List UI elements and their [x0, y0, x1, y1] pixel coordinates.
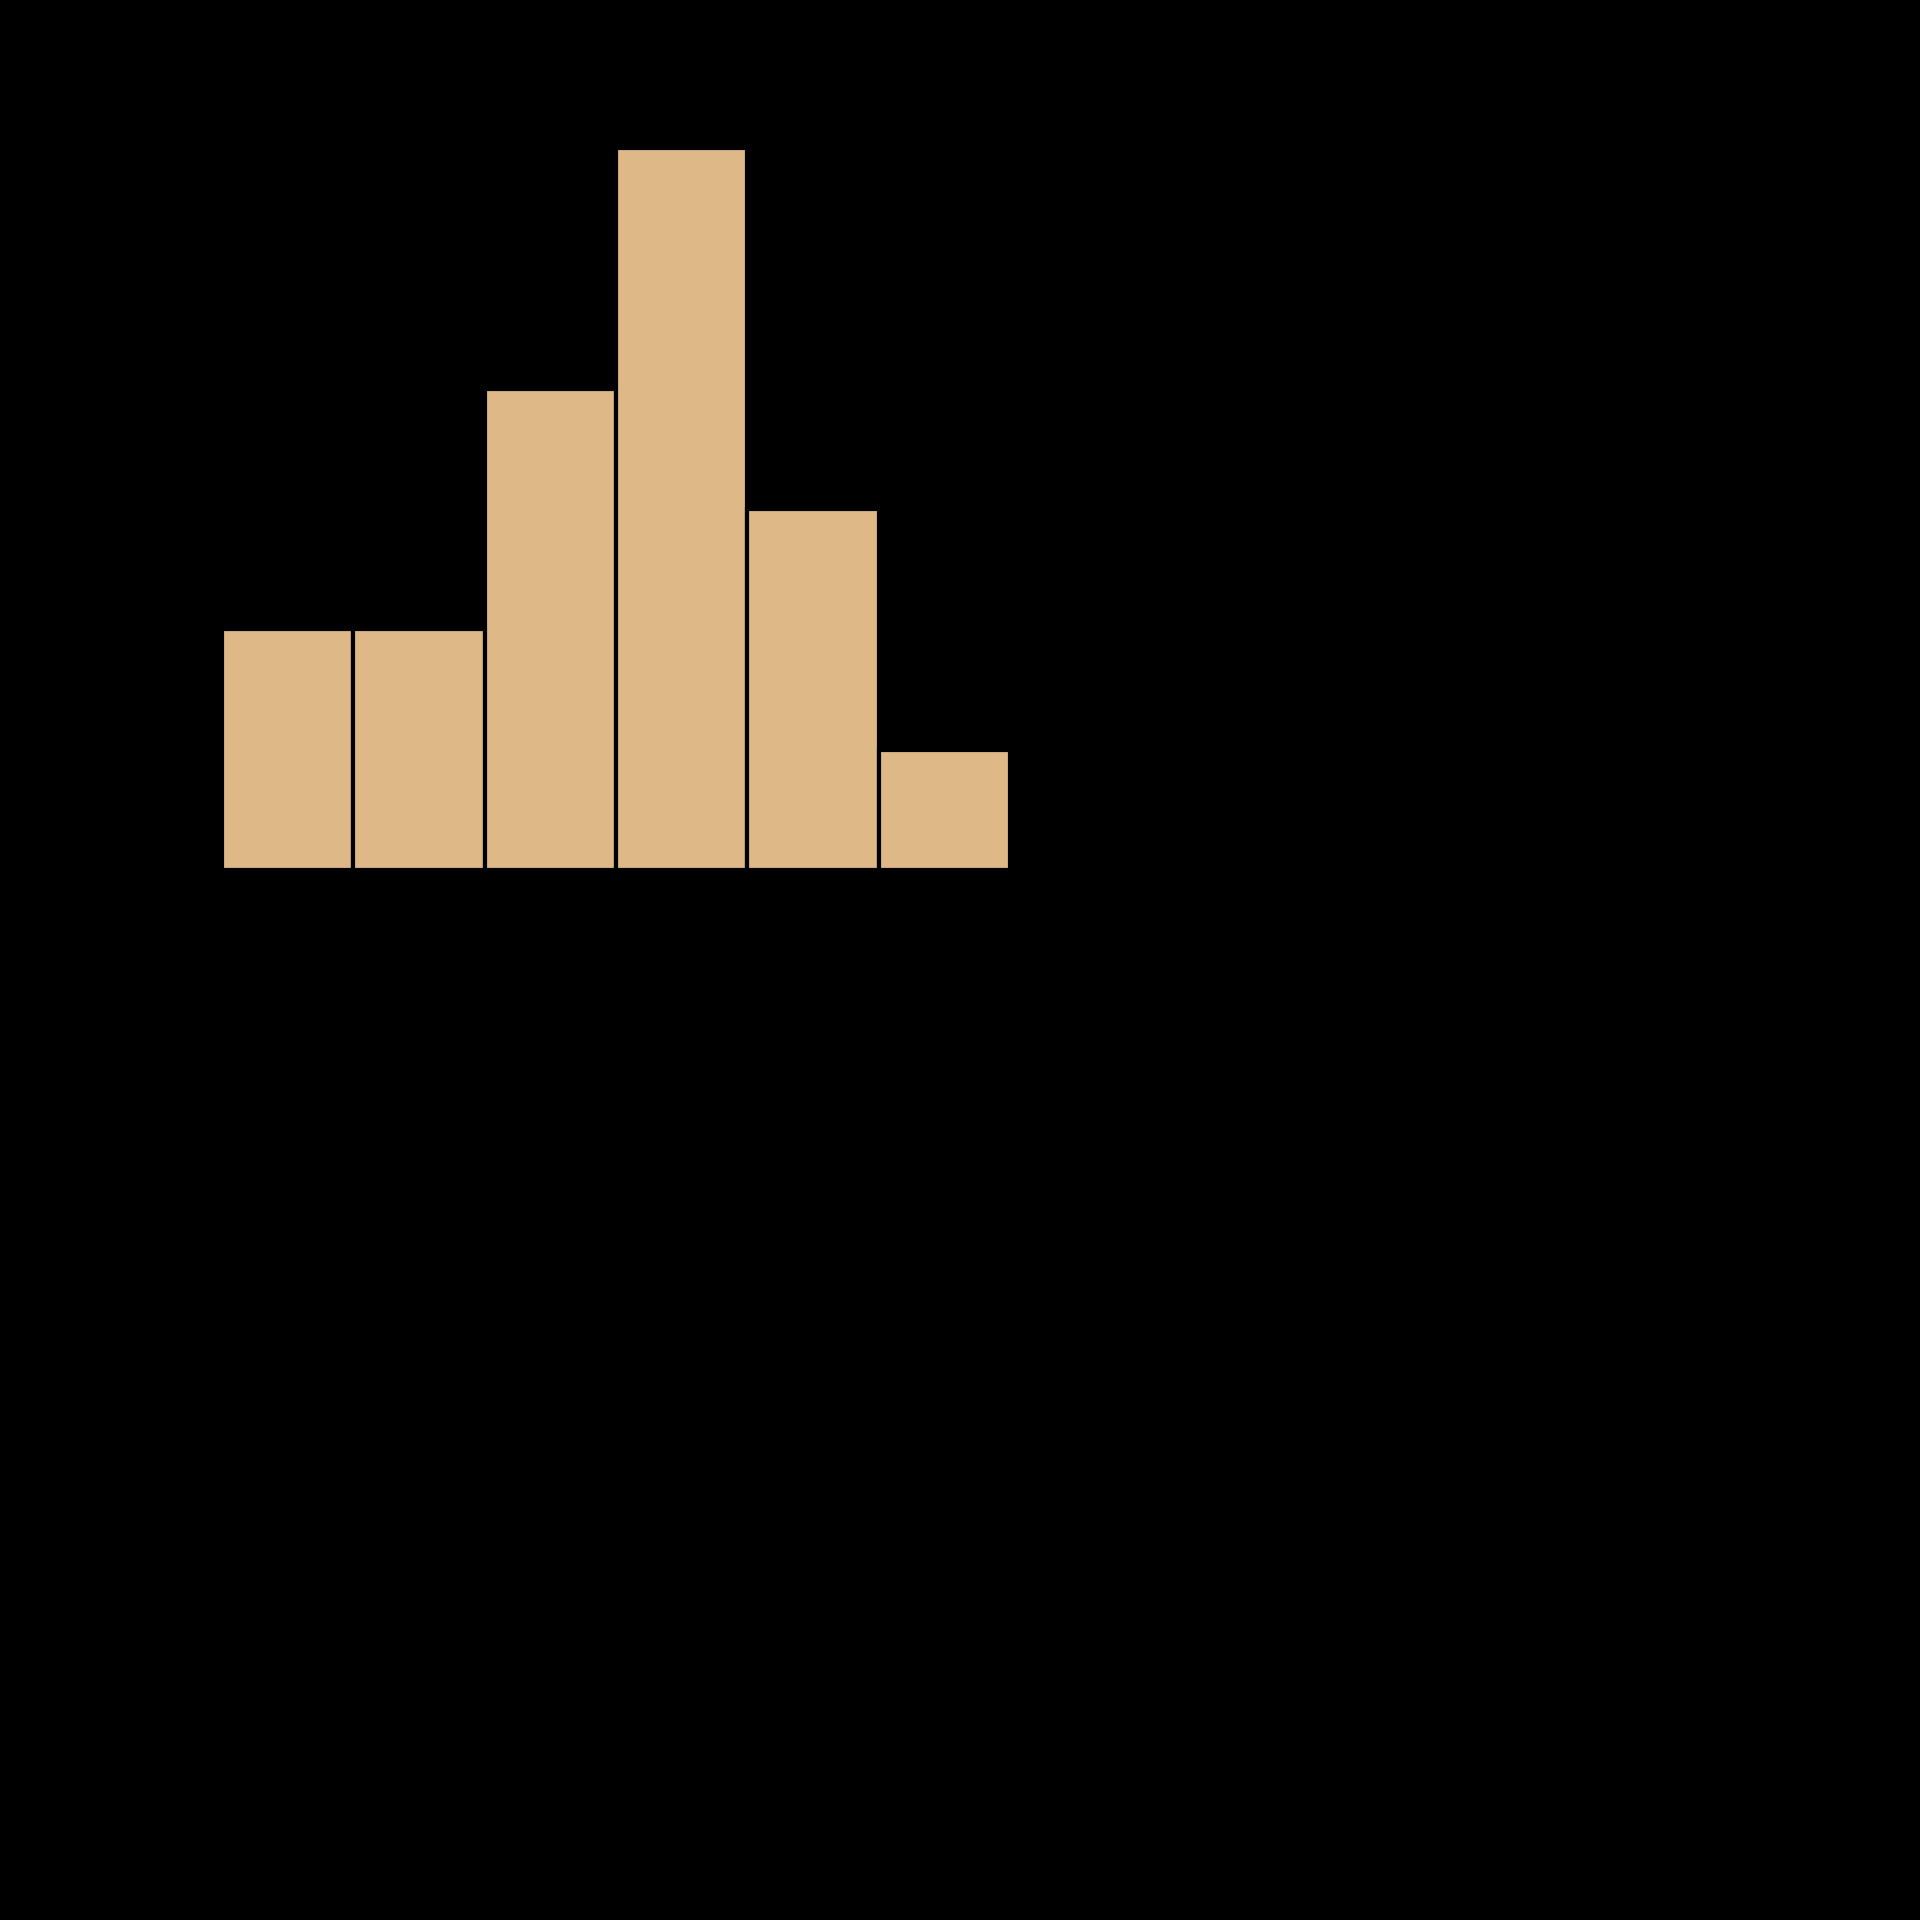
Bar: [747, 509, 879, 870]
Bar: [616, 148, 747, 870]
Bar: [484, 388, 616, 870]
Bar: [353, 630, 484, 870]
Bar: [223, 630, 353, 870]
Bar: [879, 749, 1010, 870]
